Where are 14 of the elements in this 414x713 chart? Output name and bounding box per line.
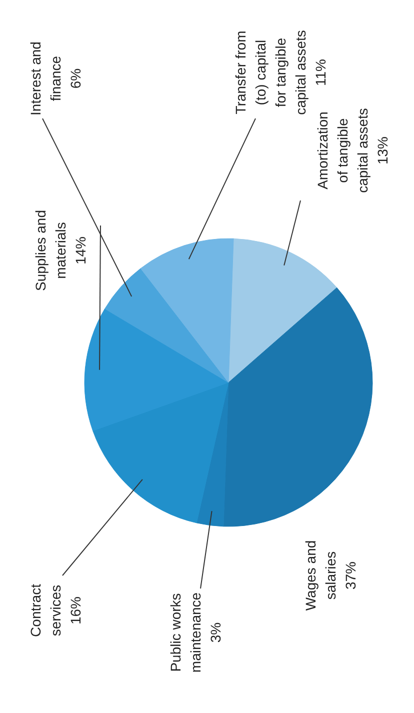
slice-label: Supplies and materials [32,210,68,291]
data-label: 14% [72,236,88,265]
slice-label: Amortization of tangible capital assets [314,108,370,193]
data-label: 37% [342,561,358,590]
slice-label: Interest and finance [28,42,64,116]
data-label: 11% [312,59,328,86]
slice-label: Transfer from (to) capital for tangible capital assets [232,30,308,115]
data-label: 3% [208,622,224,643]
data-label: 6% [68,68,84,89]
slice-label: Contract services [28,584,64,637]
data-label: 16% [68,596,84,625]
slice-label: Public works maintenance [168,592,204,673]
slice-label: Wages and salaries [302,540,338,611]
data-label: 13% [374,136,390,165]
